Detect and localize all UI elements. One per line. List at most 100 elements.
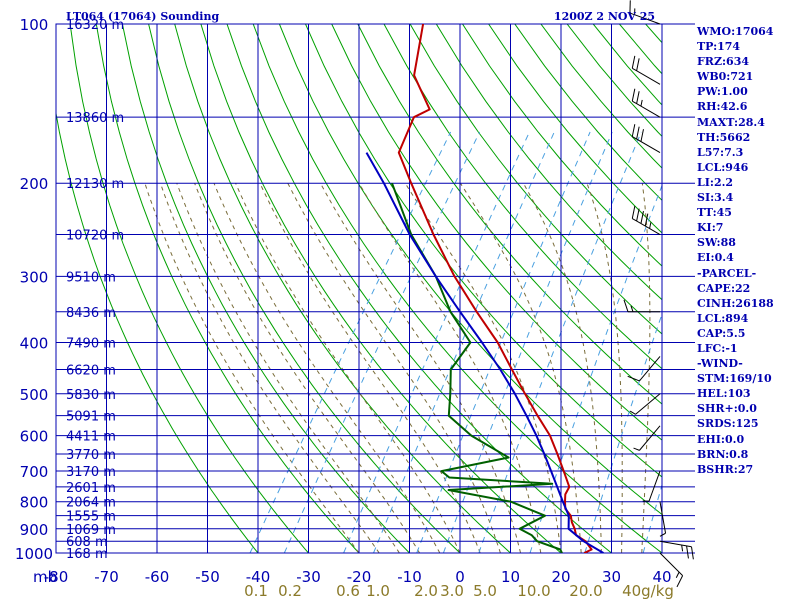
pressure-label: 1000 bbox=[15, 545, 53, 563]
wind-barb-half-flag bbox=[649, 222, 652, 229]
station-title: LT064 (17064) Sounding bbox=[66, 10, 219, 23]
wind-barb-staff bbox=[659, 552, 683, 576]
height-label: 2601 m bbox=[66, 481, 116, 496]
mixing-ratio-line bbox=[283, 131, 481, 553]
pressure-label: 500 bbox=[20, 386, 49, 404]
index-line: EI:0.4 bbox=[697, 251, 734, 265]
wind-barb-staff bbox=[632, 136, 661, 154]
wind-barb-flag bbox=[631, 124, 636, 137]
wind-barb-flag bbox=[640, 211, 644, 224]
moist-adiabat-line bbox=[259, 182, 481, 553]
moist-adiabat-line bbox=[522, 182, 602, 553]
height-label: 5091 m bbox=[66, 410, 116, 425]
wind-barb bbox=[633, 425, 661, 451]
temperature-label: 40 bbox=[652, 568, 671, 586]
wind-barb-flag bbox=[686, 545, 689, 559]
mixing-ratio-label: 3.0 bbox=[440, 582, 464, 600]
mixing-ratio-label: 1.0 bbox=[366, 582, 390, 600]
mixing-ratio-line bbox=[584, 312, 662, 553]
wind-barb bbox=[627, 356, 661, 382]
wind-barb-flag bbox=[636, 91, 640, 104]
index-line: LI:2.2 bbox=[697, 175, 734, 189]
temperature-label: -10 bbox=[397, 568, 422, 586]
wind-barb-half-flag bbox=[640, 99, 643, 107]
wind-barb-flag bbox=[631, 55, 636, 69]
wind-barb-flag bbox=[623, 299, 629, 312]
height-label: 4411 m bbox=[66, 430, 116, 445]
wind-barb-staff bbox=[632, 218, 661, 235]
index-line: PW:1.00 bbox=[697, 85, 748, 99]
pressure-label: 300 bbox=[20, 268, 49, 286]
index-line: LFC:-1 bbox=[697, 341, 738, 355]
index-line: CAP:5.5 bbox=[697, 326, 746, 340]
mixing-ratio-label: 2.0 bbox=[414, 582, 438, 600]
index-line: FRZ:634 bbox=[697, 55, 750, 69]
index-line: CINH:26188 bbox=[697, 296, 774, 310]
wind-barb-flag bbox=[644, 213, 649, 227]
valid-time: 1200Z 2 NOV 25 bbox=[554, 10, 655, 23]
index-line: CAPE:22 bbox=[697, 281, 751, 295]
index-line: EHI:0.0 bbox=[697, 432, 745, 446]
temperature-label: -80 bbox=[44, 568, 69, 586]
wind-barb bbox=[631, 55, 661, 85]
moist-adiabat-line bbox=[194, 183, 421, 553]
height-label: 3170 m bbox=[66, 465, 116, 480]
mixing-ratio-label: 20.0 bbox=[569, 582, 602, 600]
wind-barb-half-flag bbox=[675, 571, 680, 578]
height-label: 608 m bbox=[66, 535, 108, 550]
index-line: LCL:946 bbox=[697, 160, 749, 174]
height-label: 168 m bbox=[66, 547, 108, 562]
wind-barb-flag bbox=[676, 575, 684, 588]
wind-barb-staff bbox=[632, 67, 661, 85]
wind-barb bbox=[629, 0, 661, 25]
pressure-label: 100 bbox=[20, 16, 49, 34]
wind-barb-flag bbox=[631, 206, 636, 219]
wind-barb-staff bbox=[648, 470, 661, 502]
index-line: SW:88 bbox=[697, 236, 736, 250]
wind-barb-half-flag bbox=[629, 410, 636, 415]
temperature-label: -70 bbox=[94, 568, 119, 586]
wind-barbs bbox=[623, 0, 694, 588]
mixing-ratio-line bbox=[249, 131, 452, 553]
wind-barb-half-flag bbox=[630, 305, 634, 312]
temperature-label: -40 bbox=[246, 568, 271, 586]
mixing-ratio-label: 40g/kg bbox=[622, 582, 674, 600]
temperature-label: -60 bbox=[145, 568, 170, 586]
pressure-label: 600 bbox=[20, 428, 49, 446]
height-label: 5830 m bbox=[66, 388, 116, 403]
mixing-ratio-label: 0.6 bbox=[336, 582, 360, 600]
moist-adiabat-line bbox=[641, 183, 651, 553]
pressure-label: 800 bbox=[20, 494, 49, 512]
wind-barb-half-flag bbox=[633, 447, 640, 451]
sounding-traces bbox=[365, 24, 604, 553]
indices-panel: WMO:17064 TP:174 FRZ:634 WB0:721 PW:1.00 RH:4… bbox=[697, 24, 797, 477]
index-line: WMO:17064 bbox=[697, 25, 774, 38]
wind-barb bbox=[659, 540, 694, 560]
index-line: BSHR:27 bbox=[697, 462, 754, 476]
index-line: STM:169/10 bbox=[697, 372, 772, 386]
wind-barb bbox=[629, 393, 661, 415]
wind-barb-half-flag bbox=[681, 544, 684, 552]
index-line: SHR+:0.0 bbox=[697, 402, 757, 416]
wind-barb-flag bbox=[627, 375, 640, 382]
index-line: RH:42.6 bbox=[697, 100, 748, 114]
wind-barb-flag bbox=[640, 129, 644, 142]
index-line: HEL:103 bbox=[697, 387, 751, 401]
index-line: SRDS:125 bbox=[697, 417, 759, 431]
height-label: 12130 m bbox=[66, 177, 124, 192]
wind-barb-staff bbox=[659, 540, 692, 548]
wind-barb bbox=[659, 552, 684, 588]
index-line: KI:7 bbox=[697, 221, 724, 235]
index-line: BRN:0.8 bbox=[697, 447, 749, 461]
wind-barb-flag bbox=[636, 208, 640, 222]
wind-barb-half-flag bbox=[659, 532, 666, 537]
mixing-ratio-label: 0.1 bbox=[244, 582, 268, 600]
wind-barb-flag bbox=[636, 58, 640, 71]
wind-barb-flag bbox=[636, 126, 640, 140]
wind-barb-staff bbox=[635, 393, 661, 415]
height-label: 2064 m bbox=[66, 496, 116, 511]
height-label: 16320 m bbox=[66, 18, 124, 33]
wind-barb-staff bbox=[639, 425, 661, 451]
